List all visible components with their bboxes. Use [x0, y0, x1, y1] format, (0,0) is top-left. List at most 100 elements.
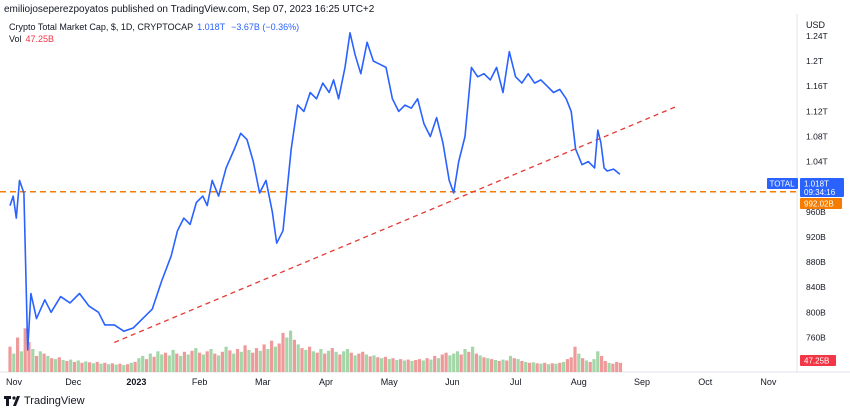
volume-bar	[262, 344, 266, 372]
time-tick-label: Jun	[445, 377, 460, 387]
volume-bar	[53, 359, 58, 372]
volume-bar	[596, 351, 600, 372]
volume-bar	[201, 354, 205, 372]
volume-bar	[228, 350, 232, 372]
volume-tag-label: 47.25B	[804, 357, 829, 366]
volume-bar	[448, 355, 452, 372]
volume-bar	[27, 342, 31, 372]
volume-bar	[361, 351, 365, 372]
volume-legend-value: 47.25B	[25, 34, 55, 44]
trend-line	[114, 105, 678, 344]
volume-bar	[490, 359, 494, 372]
volume-bar	[349, 352, 353, 372]
volume-bar	[31, 349, 35, 372]
price-tag: TOTAL 1.018T 09:34:16	[767, 178, 844, 197]
volume-bar	[467, 351, 471, 372]
volume-bar	[61, 360, 65, 372]
volume-bar	[565, 359, 569, 372]
price-tick-label: 920B	[806, 232, 826, 242]
price-tick-label: 1.12T	[806, 106, 828, 116]
time-tick-label: Mar	[255, 377, 271, 387]
volume-bar	[592, 359, 596, 372]
legend-title: Crypto Total Market Cap, $, 1D, CRYPTOCA…	[9, 22, 194, 32]
legend-change: −3.67B (−0.36%)	[231, 22, 300, 32]
volume-bar	[395, 360, 399, 372]
volume-bar	[315, 352, 319, 372]
volume-bar	[213, 353, 217, 372]
price-tick-label: 880B	[806, 257, 826, 267]
volume-bar	[163, 352, 168, 372]
time-tick-label: Nov	[6, 377, 23, 387]
volume-bar	[65, 361, 69, 372]
volume-bar	[357, 353, 361, 372]
volume-bar	[126, 364, 130, 372]
volume-bar	[406, 359, 410, 372]
price-tag-name: TOTAL	[769, 180, 795, 189]
volume-bar	[600, 355, 604, 372]
footer-brand[interactable]: TradingView	[4, 395, 85, 407]
volume-bar	[57, 357, 61, 372]
price-tick-label: 1.16T	[806, 81, 828, 91]
tradingview-logo-icon	[4, 396, 20, 406]
volume-bar	[444, 352, 448, 372]
volume-bar	[160, 354, 164, 372]
series-legend[interactable]: Crypto Total Market Cap, $, 1D, CRYPTOCA…	[9, 22, 299, 32]
price-tick-label: 840B	[806, 282, 826, 292]
currency-label[interactable]: USD	[806, 20, 826, 30]
volume-bar	[179, 355, 183, 372]
volume-bar	[584, 360, 588, 372]
price-tag-value-box	[800, 178, 844, 197]
volume-legend-label: Vol	[9, 34, 22, 44]
volume-bar	[452, 353, 456, 372]
volume-bar	[50, 358, 54, 372]
volume-bar	[531, 362, 535, 372]
volume-bar	[562, 361, 566, 372]
volume-legend[interactable]: Vol 47.25B	[9, 34, 54, 44]
volume-bar	[190, 350, 194, 372]
volume-bar	[23, 328, 27, 372]
volume-bar	[569, 357, 573, 372]
volume-bars	[8, 328, 623, 372]
volume-bar	[91, 363, 95, 372]
volume-bar	[577, 353, 581, 372]
volume-bar	[516, 359, 520, 372]
volume-bar	[493, 360, 497, 372]
volume-bar	[323, 353, 327, 372]
volume-bar	[239, 351, 243, 372]
time-tick-label: 2023	[126, 377, 146, 387]
volume-bar	[137, 358, 141, 372]
volume-bar	[80, 362, 84, 372]
volume-bar	[607, 362, 611, 372]
price-tick-label: 1.08T	[806, 132, 828, 142]
volume-bar	[110, 363, 114, 372]
time-tick-label: Oct	[698, 377, 713, 387]
price-line	[9, 31, 621, 351]
volume-bar	[122, 365, 126, 372]
time-tick-label: Jul	[510, 377, 522, 387]
volume-bar	[308, 346, 312, 372]
volume-bar	[141, 355, 145, 372]
volume-bar	[148, 353, 152, 372]
time-tick-label: Sep	[634, 377, 650, 387]
volume-bar	[99, 363, 103, 372]
volume-bar	[455, 351, 460, 372]
volume-bar	[69, 359, 73, 372]
volume-bar	[103, 362, 107, 372]
volume-bar	[611, 363, 615, 372]
volume-bar	[156, 351, 160, 372]
price-tag-value: 1.018T	[804, 180, 829, 189]
volume-bar	[425, 358, 429, 372]
volume-tag: 47.25B	[800, 355, 836, 366]
time-tick-label: Nov	[760, 377, 777, 387]
price-tick-label: 1.24T	[806, 31, 828, 41]
price-tick-label: 1.04T	[806, 157, 828, 167]
volume-bar	[501, 359, 505, 372]
publisher-line: emiliojoseperezpoyatos published on Trad…	[4, 4, 375, 15]
time-axis-ticks: Nov Dec 2023 Feb Mar Apr May Jun Jul Aug Sep Oct Nov	[6, 377, 777, 387]
volume-bar	[615, 361, 619, 372]
volume-bar	[380, 358, 384, 372]
volume-bar	[391, 358, 395, 372]
volume-bar	[364, 354, 368, 372]
volume-bar	[175, 353, 179, 372]
